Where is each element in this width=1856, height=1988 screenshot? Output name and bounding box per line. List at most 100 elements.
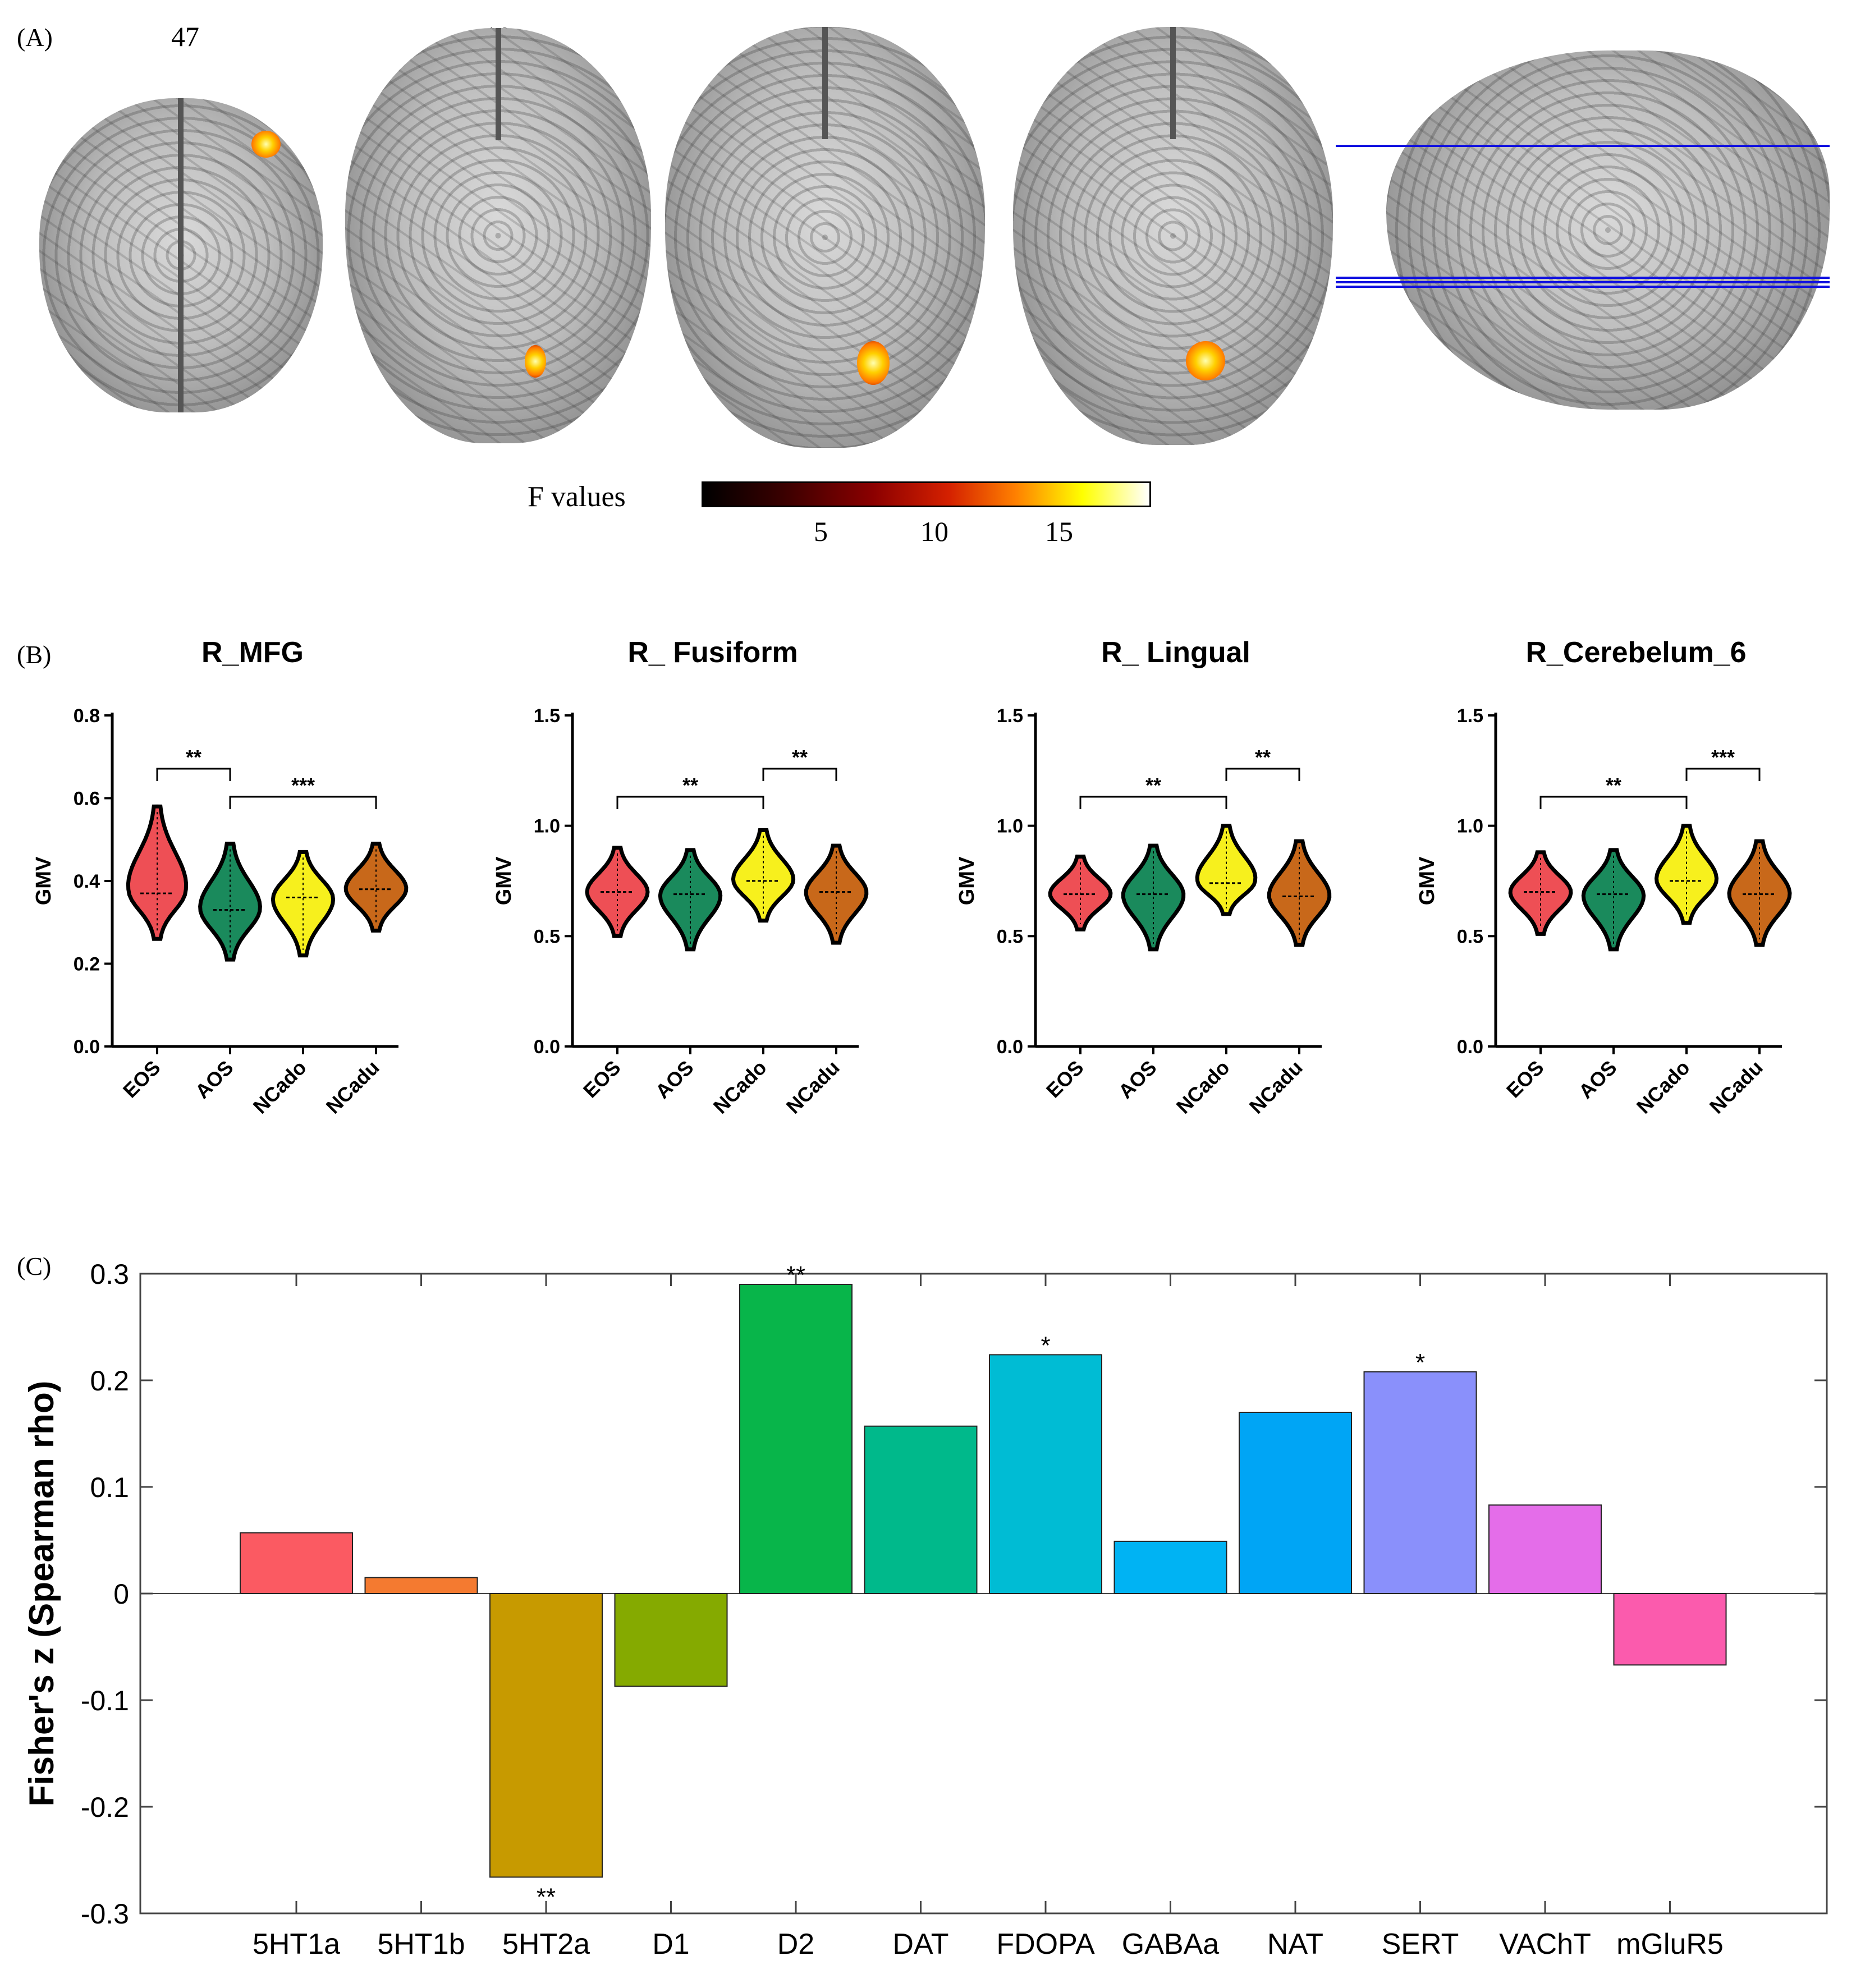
activation-cluster — [857, 341, 890, 385]
violin-title: R_ Fusiform — [627, 636, 798, 669]
significance-label: *** — [291, 774, 315, 797]
violin-panel-1: R_MFG GMV 0.0 0.2 0.4 0.6 0.8 EOS AOS NCado NCadu *… — [32, 636, 409, 1118]
y-tick-label: 0.2 — [90, 1365, 129, 1397]
significance-label: ** — [1606, 774, 1621, 797]
y-tick-label: 0.0 — [74, 1036, 100, 1058]
significance-label: ** — [682, 774, 698, 797]
significance-label: ** — [792, 746, 808, 769]
x-tick-label: AOS — [1114, 1056, 1161, 1103]
x-tick-label: EOS — [1042, 1056, 1088, 1103]
colorbar-title: F values — [528, 481, 626, 513]
y-tick-label: 1.5 — [997, 705, 1023, 727]
significance-bracket — [616, 796, 764, 809]
panel-b-label: (B) — [17, 640, 52, 669]
significance-bracket — [156, 768, 231, 781]
colorbar — [702, 481, 1151, 507]
y-tick-label: 0.0 — [534, 1036, 560, 1058]
x-tick-label: EOS — [1502, 1056, 1548, 1103]
x-tick-label: SERT — [1382, 1928, 1459, 1961]
violin-title: R_Cerebelum_6 — [1525, 636, 1746, 669]
x-tick-label: NCadu — [1245, 1056, 1307, 1118]
y-tick-label: 1.0 — [1457, 816, 1483, 837]
violin-title: R_ Lingual — [1101, 636, 1250, 669]
axial-slice-47 — [39, 98, 323, 412]
y-tick-label: 0.5 — [1457, 926, 1483, 947]
x-tick-label: NCadu — [322, 1056, 384, 1118]
y-tick-label: 0.1 — [90, 1472, 129, 1503]
violin-NCado — [1654, 824, 1719, 925]
colorbar-tick-10: 10 — [920, 516, 948, 547]
y-axis-label: GMV — [955, 856, 979, 905]
significance-label: ** — [537, 1883, 556, 1911]
violin-title: R_MFG — [201, 636, 304, 669]
y-tick-label: 1.5 — [1457, 705, 1483, 727]
y-tick-label: 0.0 — [997, 1036, 1023, 1058]
x-tick-label: 5HT1b — [377, 1928, 465, 1961]
y-tick-label: 1.0 — [997, 816, 1023, 837]
receptor-bar-chart: -0.3 -0.2 -0.1 0 0.1 0.2 0.3 Fisher's z (Spearm… — [22, 1259, 1828, 1961]
activation-cluster — [1186, 341, 1225, 380]
y-tick-label: 0.5 — [997, 926, 1023, 947]
y-tick-label: 0.6 — [74, 788, 100, 810]
significance-label: * — [1041, 1332, 1050, 1359]
y-tick-label: -0.3 — [81, 1898, 129, 1930]
y-axis-label: Fisher's z (Spearman rho) — [22, 1381, 61, 1807]
x-tick-label: mGluR5 — [1616, 1928, 1724, 1961]
panel-c-label: (C) — [17, 1252, 52, 1280]
bar-5HT2a — [489, 1593, 603, 1878]
activation-cluster — [251, 131, 281, 158]
significance-label: ** — [1255, 746, 1271, 769]
bar-SERT — [1363, 1371, 1477, 1595]
y-axis-label: GMV — [492, 856, 516, 905]
y-tick-label: 0 — [113, 1578, 129, 1610]
violin-panel-2: R_ Fusiform GMV 0.0 0.5 1.0 1.5 EOS AOS NCado NCa… — [492, 636, 869, 1118]
violin-NCado — [1195, 824, 1258, 916]
violin-EOS — [1508, 850, 1573, 936]
y-tick-label: -0.1 — [81, 1685, 129, 1716]
x-tick-label: NCado — [1632, 1056, 1694, 1118]
sagittal-slice — [1386, 50, 1830, 410]
y-tick-label: 0.5 — [534, 926, 560, 947]
x-tick-label: AOS — [651, 1056, 698, 1103]
significance-label: ** — [786, 1261, 805, 1289]
x-tick-label: DAT — [892, 1928, 948, 1961]
slice-position-lines — [1336, 145, 1830, 288]
activation-cluster — [525, 345, 546, 378]
y-tick-label: 0.8 — [74, 705, 100, 727]
slice-label-1: 47 — [171, 21, 199, 52]
y-axis-label: GMV — [1415, 856, 1439, 905]
x-tick-label: AOS — [191, 1056, 238, 1103]
significance-bracket — [1539, 796, 1688, 809]
violin-AOS — [658, 848, 723, 952]
significance-label: * — [1415, 1349, 1425, 1376]
x-tick-label: 5HT2a — [502, 1928, 590, 1961]
axial-slice-minus10 — [345, 28, 651, 443]
x-tick-label: D1 — [652, 1928, 689, 1961]
x-tick-label: NCadu — [1705, 1056, 1767, 1118]
violin-AOS — [1581, 848, 1646, 952]
y-tick-label: -0.2 — [81, 1792, 129, 1823]
x-tick-label: 5HT1a — [253, 1928, 340, 1961]
panel-a-label: (A) — [17, 23, 53, 52]
bar-VAChT — [1488, 1504, 1602, 1594]
bar-FDOPA — [989, 1354, 1102, 1594]
y-tick-label: 1.5 — [534, 705, 560, 727]
bar-DAT — [864, 1425, 978, 1594]
significance-bracket — [1225, 768, 1300, 781]
bar-5HT1a — [240, 1532, 353, 1595]
significance-bracket — [229, 796, 377, 809]
significance-label: ** — [1145, 774, 1161, 797]
x-tick-label: VAChT — [1499, 1928, 1591, 1961]
bar-NAT — [1239, 1412, 1352, 1594]
violin-NCadu — [804, 843, 869, 945]
violin-panel-4: R_Cerebelum_6 GMV 0.0 0.5 1.0 1.5 EOS AOS NCado N… — [1415, 636, 1792, 1118]
x-tick-label: D2 — [777, 1928, 814, 1961]
bar-D1 — [614, 1593, 728, 1687]
x-tick-label: NCado — [1172, 1056, 1234, 1118]
x-tick-label: NCado — [709, 1056, 771, 1118]
y-tick-label: 0.4 — [74, 871, 100, 892]
significance-label: ** — [186, 746, 201, 769]
y-tick-label: 0.3 — [90, 1259, 129, 1290]
significance-label: *** — [1711, 746, 1735, 769]
